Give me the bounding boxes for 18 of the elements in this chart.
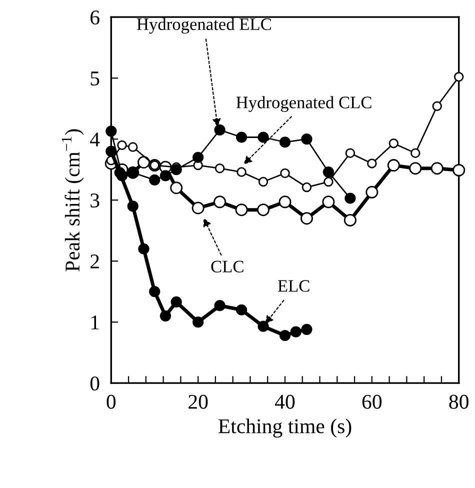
y-tick-label: 6 — [90, 10, 100, 25]
x-axis-title: Etching time (s) — [218, 418, 352, 438]
x-tick-label: 80 — [449, 394, 468, 409]
y-axis-title: Peak shift (cm$^{−1}$) — [62, 129, 84, 272]
y-tick-label: 3 — [90, 194, 100, 208]
y-tick-label: 2 — [90, 254, 99, 268]
x-tick-label: 40 — [274, 394, 295, 409]
annotation: Hydrogenated CLC — [236, 96, 372, 112]
x-tick-label: 60 — [362, 394, 382, 409]
x-tick-label: 20 — [188, 394, 208, 409]
y-tick-label: 0 — [90, 376, 100, 391]
x-tick-label: 0 — [106, 394, 116, 409]
annotation: CLC — [211, 260, 244, 272]
annotation: ELC — [278, 280, 310, 292]
y-tick-label: 4 — [90, 132, 100, 146]
y-tick-label: 1 — [91, 316, 99, 330]
annotation: Hydrogenated ELC — [136, 18, 271, 34]
y-tick-label: 5 — [90, 72, 100, 86]
